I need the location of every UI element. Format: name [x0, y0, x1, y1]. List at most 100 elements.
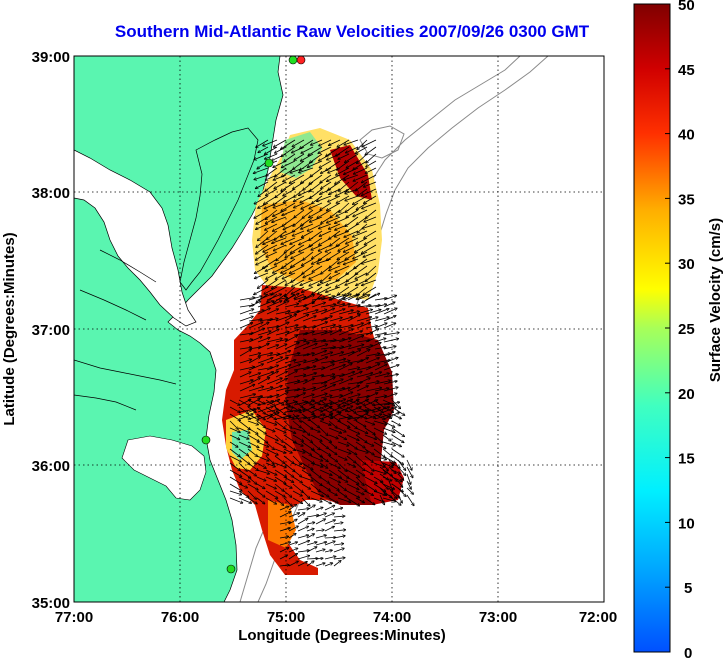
- velocity-arrow: [265, 455, 274, 464]
- velocity-arrow: [311, 139, 323, 145]
- velocity-arrow: [283, 427, 295, 433]
- velocity-arrow: [347, 305, 360, 308]
- velocity-arrow: [382, 413, 391, 418]
- velocity-arrow: [301, 399, 312, 405]
- velocity-arrow: [303, 251, 314, 260]
- velocity-arrow: [248, 347, 261, 350]
- velocity-arrow: [248, 378, 260, 385]
- velocity-arrow: [329, 304, 344, 308]
- colorbar-gradient: [633, 3, 671, 653]
- colorbar-tick-label: 0: [684, 645, 692, 659]
- velocity-arrow: [315, 563, 325, 567]
- velocity-arrow: [302, 316, 316, 322]
- velocity-arrow: [290, 265, 305, 273]
- velocity-arrow: [320, 325, 335, 329]
- velocity-arrow: [229, 406, 240, 412]
- velocity-arrow: [365, 364, 379, 371]
- velocity-arrow: [266, 395, 278, 399]
- velocity-arrow: [345, 251, 359, 260]
- velocity-arrow: [248, 296, 262, 301]
- velocity-arrow: [310, 448, 322, 457]
- delmarva-peninsula: [179, 127, 259, 291]
- velocity-arrow: [290, 237, 305, 244]
- velocity-arrow: [265, 406, 275, 413]
- velocity-arrow: [292, 279, 305, 287]
- velocity-arrow: [257, 378, 269, 385]
- velocity-arrow: [266, 413, 279, 420]
- velocity-arrow: [347, 372, 362, 378]
- velocity-arrow: [273, 293, 287, 303]
- velocity-arrow: [365, 381, 379, 385]
- velocity-arrow: [353, 195, 368, 204]
- velocity-arrow: [347, 336, 363, 343]
- velocity-arrow: [337, 455, 347, 460]
- velocity-arrow: [266, 400, 279, 406]
- velocity-arrow: [292, 497, 302, 503]
- velocity-arrow: [337, 483, 346, 490]
- velocity-arrow: [283, 476, 293, 482]
- velocity-arrow: [247, 427, 258, 434]
- velocity-arrow: [346, 420, 357, 428]
- velocity-arrow: [272, 237, 287, 243]
- velocity-arrow: [266, 339, 282, 343]
- velocity-arrow: [264, 286, 278, 294]
- velocity-arrow: [406, 480, 411, 489]
- velocity-arrow: [293, 389, 305, 392]
- velocity-arrow: [247, 476, 257, 484]
- velocity-arrow: [337, 448, 350, 454]
- velocity-arrow: [302, 353, 314, 357]
- velocity-arrow: [329, 365, 345, 371]
- velocity-arrow: [338, 329, 353, 336]
- velocity-arrow: [346, 441, 357, 449]
- velocity-arrow: [329, 388, 344, 392]
- velocity-arrow: [266, 371, 278, 378]
- velocity-arrow: [283, 448, 292, 453]
- velocity-arrow: [238, 455, 249, 464]
- velocity-arrow: [302, 301, 314, 308]
- velocity-arrow: [302, 258, 314, 265]
- velocity-arrow: [279, 565, 289, 566]
- velocity-arrow: [299, 244, 314, 252]
- velocity-arrow: [315, 519, 325, 525]
- velocity-arrow: [310, 434, 322, 441]
- velocity-arrow: [265, 448, 278, 455]
- velocity-arrow: [365, 358, 379, 364]
- velocity-arrow: [346, 483, 359, 489]
- velocity-arrow: [283, 490, 292, 497]
- velocity-arrow: [383, 333, 399, 336]
- velocity-arrow: [356, 237, 368, 244]
- velocity-arrow: [258, 279, 269, 288]
- station-marker: [296, 56, 306, 65]
- velocity-arrow: [319, 406, 332, 414]
- velocity-arrow: [274, 462, 286, 467]
- velocity-arrow: [273, 223, 287, 231]
- velocity-arrow: [247, 406, 256, 412]
- velocity-arrow: [275, 379, 287, 385]
- velocity-arrow: [374, 381, 390, 385]
- velocity-arrow: [315, 549, 325, 553]
- velocity-arrow: [374, 360, 390, 364]
- velocity-arrow: [388, 487, 397, 498]
- velocity-arrow: [373, 427, 386, 434]
- velocity-arrow: [248, 364, 263, 371]
- velocity-arrow: [310, 153, 323, 163]
- velocity-arrow: [288, 505, 296, 511]
- velocity-arrow: [356, 310, 372, 315]
- velocity-arrow: [328, 448, 337, 454]
- velocity-arrow: [337, 399, 349, 405]
- velocity-arrow: [374, 396, 386, 399]
- velocity-arrow: [229, 399, 240, 405]
- velocity-arrow: [355, 427, 367, 433]
- velocity-arrow: [257, 396, 272, 399]
- velocity-arrow: [319, 230, 332, 236]
- velocity-arrow: [281, 230, 296, 237]
- velocity-arrow: [365, 294, 379, 301]
- velocity-arrow: [301, 462, 313, 470]
- velocity-arrow: [356, 386, 368, 392]
- velocity-arrow: [310, 406, 322, 412]
- velocity-arrow: [273, 202, 287, 208]
- velocity-arrow: [364, 434, 376, 439]
- velocity-arrow: [364, 462, 374, 471]
- velocity-arrow: [347, 315, 360, 322]
- velocity-arrow: [344, 244, 359, 252]
